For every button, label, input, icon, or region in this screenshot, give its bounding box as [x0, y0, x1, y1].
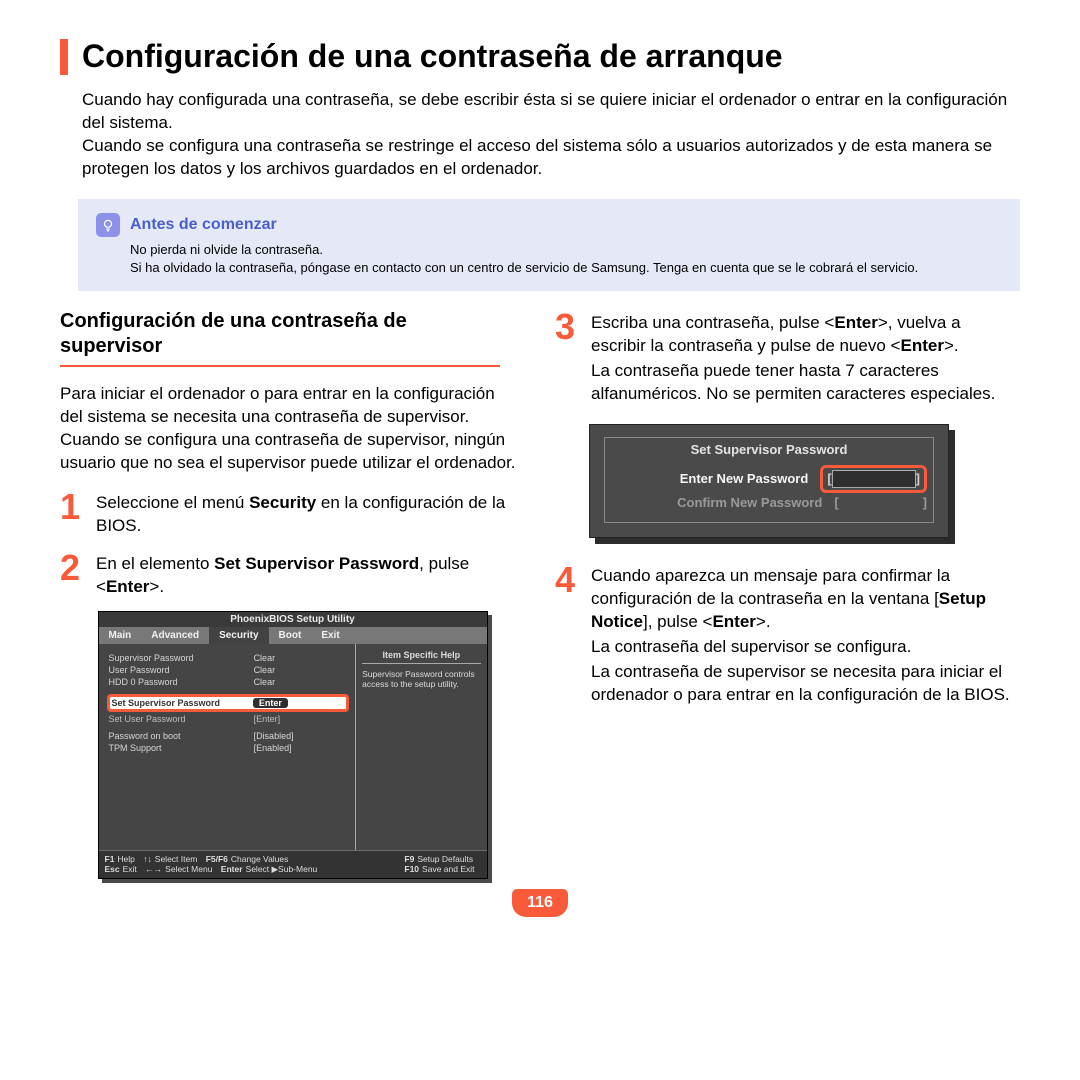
- bios-password-dialog: Set Supervisor Password Enter New Passwo…: [589, 424, 949, 538]
- bios-row-label: Supervisor Password: [109, 653, 254, 663]
- bios-row-value: [Enter]: [254, 714, 348, 724]
- bios-tab-main: Main: [99, 627, 142, 644]
- tip-header: Antes de comenzar: [96, 213, 1002, 237]
- bios-title: PhoenixBIOS Setup Utility: [99, 612, 487, 627]
- bios-row-value: Enter: [253, 698, 344, 708]
- bios-row-label: HDD 0 Password: [109, 677, 254, 687]
- password-input-field: [832, 470, 916, 488]
- left-column: Configuración de una contraseña de super…: [60, 309, 525, 883]
- step-text: Escriba una contraseña, pulse <: [591, 313, 834, 332]
- step-text: >.: [149, 577, 164, 596]
- step-text: >.: [944, 336, 959, 355]
- tip-body: No pierda ni olvide la contraseña. Si ha…: [130, 241, 1002, 277]
- step-3-body: Escriba una contraseña, pulse <Enter>, v…: [591, 309, 1020, 406]
- bios-tab-security: Security: [209, 627, 268, 644]
- step-3: 3 Escriba una contraseña, pulse <Enter>,…: [555, 309, 1020, 406]
- step-2-body: En el elemento Set Supervisor Password, …: [96, 550, 525, 599]
- bios-dialog-highlight: []: [820, 465, 927, 493]
- step-text: Cuando aparezca un mensaje para confirma…: [591, 566, 950, 608]
- tip-box: Antes de comenzar No pierda ni olvide la…: [78, 199, 1020, 291]
- bios-footer: F1Help ↑↓Select Item F5/F6Change Values …: [99, 850, 487, 878]
- step-number: 4: [555, 562, 581, 707]
- bios-dialog-label: Enter New Password: [611, 471, 820, 486]
- bios-dialog-label: Confirm New Password: [611, 495, 834, 510]
- page-number-badge: 116: [512, 889, 568, 917]
- step-text: La contraseña de supervisor se necesita …: [591, 661, 1020, 707]
- step-bold: Enter: [901, 336, 944, 355]
- step-text: >.: [756, 612, 771, 631]
- step-bold: Enter: [106, 577, 149, 596]
- bios-highlighted-row: Set Supervisor PasswordEnter: [107, 694, 350, 712]
- accent-bar: [60, 39, 68, 75]
- step-1: 1 Seleccione el menú Security en la conf…: [60, 489, 525, 538]
- bios-tab-boot: Boot: [269, 627, 312, 644]
- bios-row-label: Password on boot: [109, 731, 254, 741]
- bios-row-value: Clear: [254, 665, 348, 675]
- bios-row-label: TPM Support: [109, 743, 254, 753]
- bios-help-pane: Item Specific Help Supervisor Password c…: [355, 644, 486, 850]
- step-bold: Enter: [712, 612, 755, 631]
- tip-line2: Si ha olvidado la contraseña, póngase en…: [130, 259, 1002, 277]
- step-text: ], pulse <: [643, 612, 712, 631]
- step-text: En el elemento: [96, 554, 214, 573]
- step-number: 1: [60, 489, 86, 538]
- bios-left-pane: Supervisor PasswordClear User PasswordCl…: [99, 644, 356, 850]
- step-text: Seleccione el menú: [96, 493, 249, 512]
- intro-p2: Cuando se configura una contraseña se re…: [82, 135, 1020, 181]
- bios-setup-screenshot: PhoenixBIOS Setup Utility Main Advanced …: [98, 611, 488, 879]
- lightbulb-icon: [96, 213, 120, 237]
- tip-line1: No pierda ni olvide la contraseña.: [130, 241, 1002, 259]
- bios-row-value: Clear: [254, 653, 348, 663]
- step-number: 3: [555, 309, 581, 406]
- step-number: 2: [60, 550, 86, 599]
- bios-row-value: Clear: [254, 677, 348, 687]
- bios-row-value: [Disabled]: [254, 731, 348, 741]
- step-bold: Security: [249, 493, 316, 512]
- bios-help-body: Supervisor Password controls access to t…: [362, 669, 480, 689]
- step-4: 4 Cuando aparezca un mensaje para confir…: [555, 562, 1020, 707]
- bios-dialog-title: Set Supervisor Password: [611, 442, 927, 457]
- bios-row-value: [Enabled]: [254, 743, 348, 753]
- step-bold: Set Supervisor Password: [214, 554, 419, 573]
- bios-tab-advanced: Advanced: [141, 627, 209, 644]
- intro-paragraphs: Cuando hay configurada una contraseña, s…: [82, 89, 1020, 181]
- step-1-body: Seleccione el menú Security en la config…: [96, 489, 525, 538]
- bios-row-label: User Password: [109, 665, 254, 675]
- bios-row-label: Set User Password: [109, 714, 254, 724]
- intro-p1: Cuando hay configurada una contraseña, s…: [82, 89, 1020, 135]
- right-column: 3 Escriba una contraseña, pulse <Enter>,…: [555, 309, 1020, 883]
- step-2: 2 En el elemento Set Supervisor Password…: [60, 550, 525, 599]
- step-text: La contraseña del supervisor se configur…: [591, 636, 1020, 659]
- bios-dialog-field: []: [834, 495, 927, 510]
- section-lead: Para iniciar el ordenador o para entrar …: [60, 383, 520, 475]
- step-text: La contraseña puede tener hasta 7 caract…: [591, 360, 1020, 406]
- bios-menubar: Main Advanced Security Boot Exit: [99, 627, 487, 644]
- section-title: Configuración de una contraseña de super…: [60, 309, 500, 367]
- bios-help-title: Item Specific Help: [362, 650, 480, 664]
- step-4-body: Cuando aparezca un mensaje para confirma…: [591, 562, 1020, 707]
- bios-row-label: Set Supervisor Password: [112, 698, 253, 708]
- bios-tab-exit: Exit: [311, 627, 349, 644]
- tip-title: Antes de comenzar: [130, 216, 277, 234]
- page-title-wrap: Configuración de una contraseña de arran…: [60, 38, 1020, 75]
- step-bold: Enter: [834, 313, 877, 332]
- bios-password-dialog-wrap: Set Supervisor Password Enter New Passwo…: [589, 424, 1010, 538]
- page-title: Configuración de una contraseña de arran…: [82, 38, 783, 75]
